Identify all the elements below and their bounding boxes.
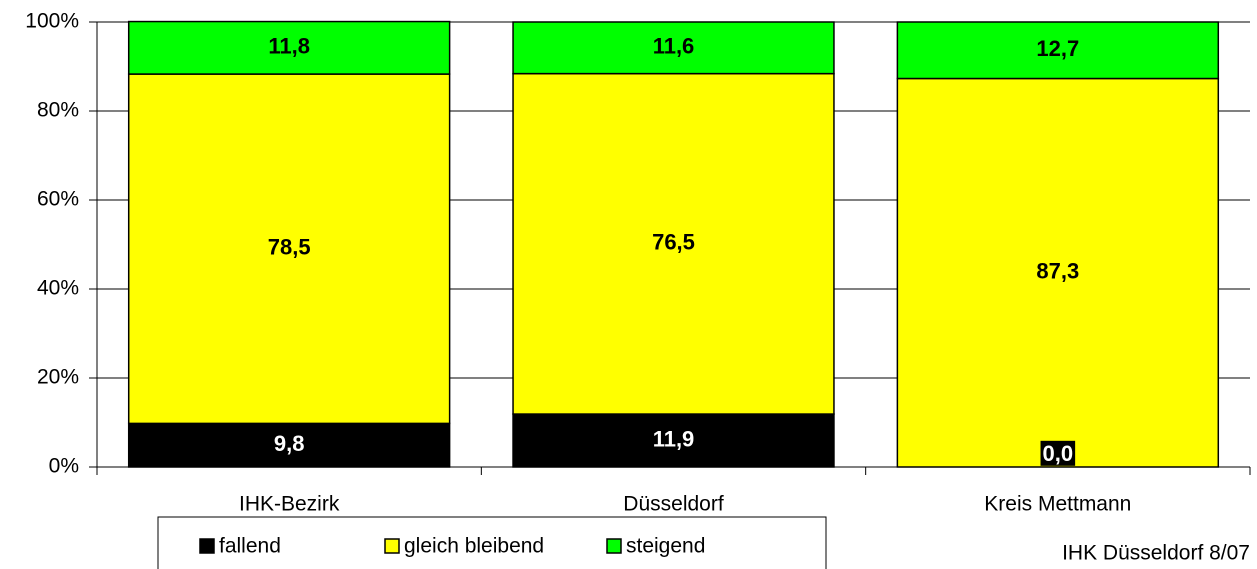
- legend-swatch: [199, 538, 215, 554]
- legend-label: steigend: [626, 535, 705, 558]
- data-label: 11,6: [653, 34, 695, 59]
- bar-segment: [127, 20, 451, 75]
- data-label: 76,5: [652, 230, 695, 255]
- legend-label: fallend: [219, 535, 281, 558]
- bar-segment: [512, 21, 835, 75]
- bar-segment: [896, 21, 1220, 80]
- x-tick-label: IHK-Bezirk: [239, 493, 340, 516]
- data-label: 9,8: [274, 431, 305, 456]
- y-tick-label: 100%: [25, 10, 79, 33]
- legend-swatch: [384, 538, 400, 554]
- bar-segment: [512, 72, 835, 415]
- data-label: 11,8: [268, 34, 310, 59]
- y-tick-label: 20%: [37, 366, 79, 389]
- data-label: 87,3: [1036, 259, 1079, 284]
- y-tick-label: 60%: [37, 188, 79, 211]
- data-label: 11,9: [653, 426, 695, 451]
- data-label: 78,5: [268, 235, 311, 260]
- y-tick-label: 80%: [37, 99, 79, 122]
- x-tick-label: Kreis Mettmann: [984, 493, 1131, 516]
- legend-box: [157, 516, 827, 569]
- y-tick-label: 40%: [37, 277, 79, 300]
- x-tick-label: Düsseldorf: [623, 493, 724, 516]
- bar-segment: [127, 73, 451, 425]
- legend-label: gleich bleibend: [404, 535, 544, 558]
- y-tick-label: 0%: [49, 455, 79, 478]
- legend-swatch: [606, 538, 622, 554]
- data-label-background: [271, 431, 307, 457]
- data-label: 0,0: [1043, 441, 1074, 466]
- data-label: 12,7: [1036, 36, 1079, 61]
- data-label-background: [650, 426, 697, 452]
- source-note: IHK Düsseldorf 8/07: [1062, 542, 1250, 565]
- data-label-background: [1040, 440, 1076, 466]
